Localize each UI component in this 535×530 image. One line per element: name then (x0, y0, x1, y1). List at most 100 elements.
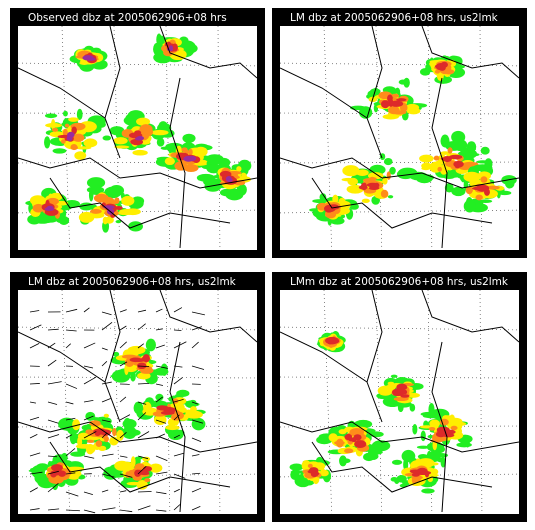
echo (69, 475, 79, 480)
wind-arrow (29, 383, 40, 385)
echo (390, 100, 404, 107)
wind-arrow (119, 396, 127, 403)
wind-arrow (65, 329, 77, 332)
echo (86, 439, 95, 443)
wind-arrow (191, 472, 201, 475)
echo (347, 177, 359, 186)
wind-arrow (191, 506, 201, 511)
echo (451, 130, 466, 144)
echo (465, 186, 473, 195)
wind-arrow (101, 432, 108, 439)
graticule (18, 473, 257, 478)
echo (136, 117, 151, 126)
echo (167, 429, 184, 441)
echo (103, 413, 109, 418)
echo (456, 442, 472, 448)
border-line (169, 77, 186, 249)
wind-arrow (47, 359, 57, 367)
echo (194, 146, 208, 157)
border-line (431, 341, 448, 513)
wind-arrow (173, 377, 183, 385)
echo (117, 210, 134, 216)
echo (368, 177, 377, 181)
border-line (104, 26, 121, 159)
wind-arrow (101, 322, 113, 331)
border-line (18, 421, 257, 453)
echo (188, 148, 193, 156)
wind-arrow (29, 434, 38, 439)
echo (126, 113, 145, 119)
wind-arrow (101, 507, 116, 511)
wind-arrow (155, 509, 167, 512)
border-line (169, 341, 186, 513)
wind-arrow (137, 382, 150, 385)
echo (433, 155, 440, 161)
wind-arrow (29, 416, 40, 421)
wind-arrow (83, 365, 94, 369)
echo (164, 157, 175, 166)
map-area (18, 26, 257, 250)
wind-arrow (65, 401, 74, 405)
echo (439, 164, 448, 175)
wind-arrow (173, 414, 180, 421)
echo (419, 154, 434, 163)
echo (420, 430, 426, 442)
wind-arrow (119, 473, 133, 478)
wind-arrow (119, 341, 127, 349)
echo (132, 149, 148, 156)
echo (105, 216, 114, 224)
panel-title: LM dbz at 2005062906+08 hrs, us2lmk (290, 12, 499, 24)
echo (339, 455, 347, 467)
echo (369, 431, 384, 438)
echo (451, 186, 466, 197)
panel-title: LM dbz at 2005062906+08 hrs, us2lmk (28, 276, 237, 288)
echo (390, 93, 400, 98)
echo (89, 420, 101, 427)
wind-arrow (137, 323, 146, 331)
graticule (323, 26, 333, 250)
graticule (165, 26, 171, 250)
echo (79, 61, 90, 65)
wind-arrow (155, 344, 165, 349)
wind-arrow (83, 431, 97, 439)
echo (319, 469, 329, 477)
echo (132, 475, 142, 481)
echo (44, 207, 55, 212)
echo (153, 42, 162, 56)
echo (319, 193, 327, 202)
wind-arrow (101, 311, 112, 316)
echo (416, 174, 433, 184)
echo (409, 403, 416, 412)
echo (146, 127, 153, 134)
wind-arrow (137, 455, 149, 460)
echo (51, 464, 63, 472)
echo (391, 388, 405, 396)
echo (161, 407, 171, 411)
echo (144, 478, 151, 483)
border-line (49, 441, 231, 493)
echo (320, 468, 325, 472)
echo (358, 185, 368, 190)
echo (462, 152, 480, 157)
wind-arrow (47, 419, 59, 424)
echo (448, 154, 463, 160)
wind-arrow (47, 381, 62, 385)
echo (382, 114, 400, 120)
echo (371, 440, 391, 452)
echo (444, 183, 454, 193)
graticule (280, 425, 519, 428)
echo (463, 199, 476, 213)
wind-arrow (83, 491, 93, 496)
border-line (421, 26, 519, 79)
echo (112, 427, 117, 437)
echo (154, 367, 169, 376)
echo (428, 426, 436, 431)
echo (121, 195, 135, 206)
wind-arrow (155, 328, 163, 331)
echo (478, 199, 493, 203)
wind-arrow (173, 488, 180, 493)
wind-arrow (173, 307, 183, 313)
echo (424, 470, 430, 478)
map-panel: LM dbz at 2005062906+08 hrs, us2lmk (272, 8, 527, 258)
